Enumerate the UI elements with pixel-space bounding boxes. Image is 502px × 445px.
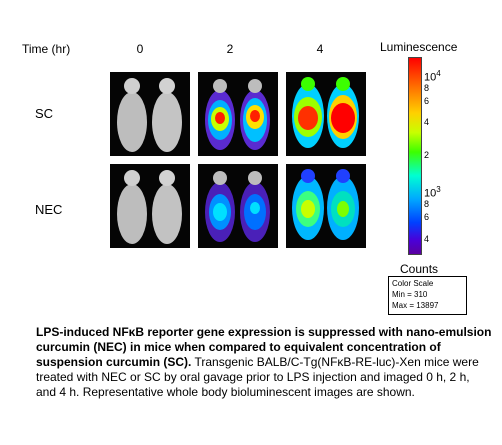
luminescence-colorbar <box>408 57 422 255</box>
tick-top-4: 4 <box>424 117 430 127</box>
tick-10-3: 103 <box>424 185 441 200</box>
color-scale-max: Max = 13897 <box>392 301 439 310</box>
column-header-0h: 0 <box>136 42 144 56</box>
luminescence-title: Luminescence <box>380 40 458 54</box>
image-nec-0h <box>110 164 190 248</box>
tick-bottom-6: 6 <box>424 212 430 222</box>
color-scale-box: Color Scale Min = 310 Max = 13897 <box>388 276 467 315</box>
tick-top-6: 6 <box>424 96 430 106</box>
counts-label: Counts <box>400 262 439 276</box>
tick-10-4: 104 <box>424 69 441 84</box>
row-label-sc: SC <box>35 106 54 121</box>
image-nec-4h <box>286 164 366 248</box>
time-axis-label: Time (hr) <box>22 42 71 56</box>
tick-top-8: 8 <box>424 83 430 93</box>
tick-bottom-4: 4 <box>424 234 430 244</box>
color-scale-title: Color Scale <box>392 279 434 288</box>
image-sc-0h <box>110 72 190 156</box>
caption-bold: LPS-induced NFκB reporter gene expressio… <box>36 325 492 369</box>
figure-caption: LPS-induced NFκB reporter gene expressio… <box>36 325 492 400</box>
row-label-nec: NEC <box>35 202 63 217</box>
image-sc-4h <box>286 72 366 156</box>
tick-bottom-8: 8 <box>424 199 430 209</box>
column-header-4h: 4 <box>316 42 324 56</box>
caption-body: Transgenic BALB/C-Tg(NFκB-RE-luc)-Xen mi… <box>36 355 479 399</box>
image-nec-2h <box>198 164 278 248</box>
color-scale-min: Min = 310 <box>392 290 428 299</box>
tick-top-2: 2 <box>424 150 430 160</box>
column-header-2h: 2 <box>226 42 234 56</box>
image-sc-2h <box>198 72 278 156</box>
